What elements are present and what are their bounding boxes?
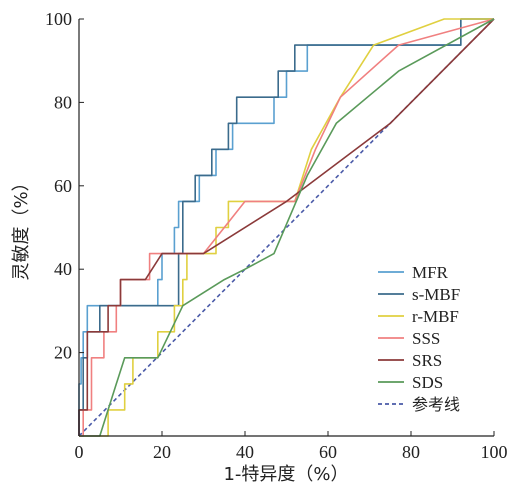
y-tick-label: 40 [54, 259, 72, 279]
legend-label: r-MBF [412, 307, 459, 326]
y-tick-label: 20 [54, 343, 72, 363]
series-line-0 [78, 18, 494, 436]
series-line-2 [79, 18, 494, 437]
y-tick-label: 80 [54, 92, 72, 112]
legend-label: s-MBF [412, 285, 460, 304]
x-tick-label: 0 [75, 442, 84, 462]
series-line-4 [78, 18, 495, 436]
x-axis-label: 1-特异度（%） [223, 464, 348, 485]
x-tick-label: 100 [481, 442, 508, 462]
x-tick-label: 80 [402, 442, 420, 462]
x-tick-label: 20 [153, 442, 171, 462]
legend: MFR s-MBF r-MBF SSS SRS SDS 参考线 [378, 263, 460, 414]
x-tick-label: 60 [319, 442, 337, 462]
legend-label: SRS [412, 351, 442, 370]
y-axis-ticks: 20 40 60 80 100 [45, 9, 84, 363]
y-axis-label: 灵敏度（%） [11, 173, 32, 280]
legend-label: MFR [412, 263, 449, 282]
legend-label: SSS [412, 329, 440, 348]
x-axis-ticks: 0 20 40 60 80 100 [75, 431, 508, 462]
legend-label: SDS [412, 373, 443, 392]
legend-label: 参考线 [412, 395, 460, 414]
series-line-5 [79, 18, 495, 437]
plot-area [78, 18, 495, 437]
x-tick-label: 40 [236, 442, 254, 462]
y-tick-label: 60 [54, 176, 72, 196]
y-tick-label: 100 [45, 9, 72, 29]
